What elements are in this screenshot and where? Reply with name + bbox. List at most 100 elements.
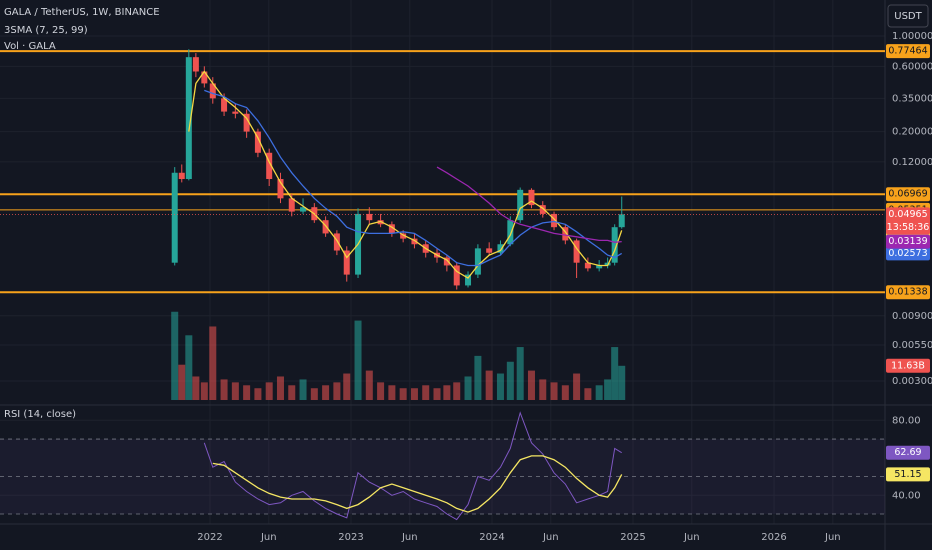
- x-tick-label: 2022: [197, 532, 222, 543]
- candle-body: [243, 113, 250, 132]
- plot-layer: 2022 Jun 2023 Jun 2024 Jun 2025 Jun 2026 Jun 1.000…: [0, 31, 932, 543]
- x-tick-label: Jun: [542, 532, 559, 543]
- y-tick-label: 0.12000: [892, 157, 932, 168]
- y-tick-label: 0.00550: [892, 340, 932, 351]
- candle-body: [178, 172, 185, 180]
- candle-body: [507, 220, 514, 245]
- candle-body: [497, 244, 504, 253]
- sma-line: [204, 89, 623, 267]
- x-tick-label: 2024: [479, 532, 504, 543]
- volume-bar: [322, 385, 330, 400]
- level-label: 0.01338: [888, 287, 927, 298]
- volume-bar: [192, 376, 200, 400]
- candle-body: [277, 179, 284, 199]
- candle-body: [343, 250, 350, 275]
- volume-bar: [171, 311, 179, 400]
- volume-bar: [209, 326, 217, 400]
- candle-body: [185, 57, 192, 180]
- price-label: 0.04965: [888, 209, 927, 220]
- rsi-ma-label-box: [886, 467, 930, 482]
- sma-label-box: [886, 234, 930, 249]
- volume-bar: [611, 347, 619, 400]
- candle-body: [411, 238, 418, 245]
- rsi-ma-label: 51.15: [894, 469, 921, 480]
- volume-bar: [265, 382, 273, 400]
- x-tick-label: 2025: [620, 532, 645, 543]
- x-tick-label: 2023: [338, 532, 363, 543]
- volume-bar: [485, 370, 493, 400]
- volume-bar: [561, 385, 569, 400]
- grid: [0, 0, 885, 524]
- volume-bar: [254, 388, 262, 400]
- candle-body: [232, 111, 239, 114]
- y-tick-label: 0.00300: [892, 376, 932, 387]
- level-label-box: [886, 44, 930, 59]
- sma-label: 0.02573: [888, 248, 927, 259]
- y-tick-label: 0.35000: [892, 93, 932, 104]
- y-tick-label: 0.60000: [892, 61, 932, 72]
- volume-bar: [343, 373, 351, 400]
- candle-body: [288, 198, 295, 212]
- candle-body: [300, 207, 307, 212]
- chart-title: GALA / TetherUS, 1W, BINANCE: [4, 7, 160, 18]
- x-tick-label: 2026: [761, 532, 786, 543]
- countdown: 13:58:36: [887, 222, 930, 233]
- candle-body: [171, 172, 178, 263]
- currency-button[interactable]: [887, 4, 929, 28]
- rsi-ma-line: [212, 455, 623, 513]
- price-label-box: [886, 207, 930, 235]
- volume-bar: [377, 382, 385, 400]
- candle-body: [596, 265, 603, 269]
- candle-body: [573, 240, 580, 263]
- volume-bar: [178, 364, 186, 400]
- sma-line: [436, 166, 622, 243]
- volume-bar: [310, 388, 318, 400]
- candle-body: [474, 248, 481, 275]
- candle-body: [528, 189, 535, 206]
- candle-body: [322, 220, 329, 234]
- volume-bar: [288, 385, 296, 400]
- volume-bar: [506, 361, 514, 400]
- volume-bar: [527, 370, 535, 400]
- candle-body: [551, 213, 558, 228]
- volume-bar: [365, 370, 373, 400]
- volume-bar: [443, 385, 451, 400]
- candle-body: [618, 214, 625, 228]
- candle-body: [486, 248, 493, 253]
- candle-body: [400, 233, 407, 239]
- candle-body: [584, 262, 591, 269]
- volume-bar: [474, 355, 482, 400]
- x-tick-label: Jun: [260, 532, 277, 543]
- volume-bar: [185, 335, 193, 400]
- volume-bar: [453, 382, 461, 400]
- volume-bar: [539, 379, 547, 400]
- candle-body: [201, 71, 208, 84]
- x-tick-label: Jun: [683, 532, 700, 543]
- volume-label: 11.63B: [891, 360, 925, 371]
- level-label: 0.77464: [888, 46, 927, 57]
- volume-bar: [422, 385, 430, 400]
- candle-body: [517, 189, 524, 221]
- volume-bar: [595, 385, 603, 400]
- candle-body: [562, 227, 569, 241]
- volume-bar: [618, 365, 626, 400]
- volume-bar: [573, 373, 581, 400]
- volume-label-box: [886, 358, 930, 373]
- rsi-label: 62.69: [894, 447, 921, 458]
- volume-bar: [464, 376, 472, 400]
- volume-bar: [200, 382, 208, 400]
- currency[interactable]: USDT: [894, 11, 922, 22]
- y-tick-label: 0.20000: [892, 127, 932, 138]
- candle-body: [221, 98, 228, 112]
- volume-bar: [496, 373, 504, 400]
- volume-bar: [220, 379, 228, 400]
- volume-bar: [276, 376, 284, 400]
- candle-body: [333, 233, 340, 251]
- y-tick-label: 1.00000: [892, 31, 932, 42]
- candle-body: [453, 265, 460, 286]
- candle-body: [366, 213, 373, 221]
- sma-label-box: [886, 246, 930, 261]
- rsi-line: [203, 411, 622, 521]
